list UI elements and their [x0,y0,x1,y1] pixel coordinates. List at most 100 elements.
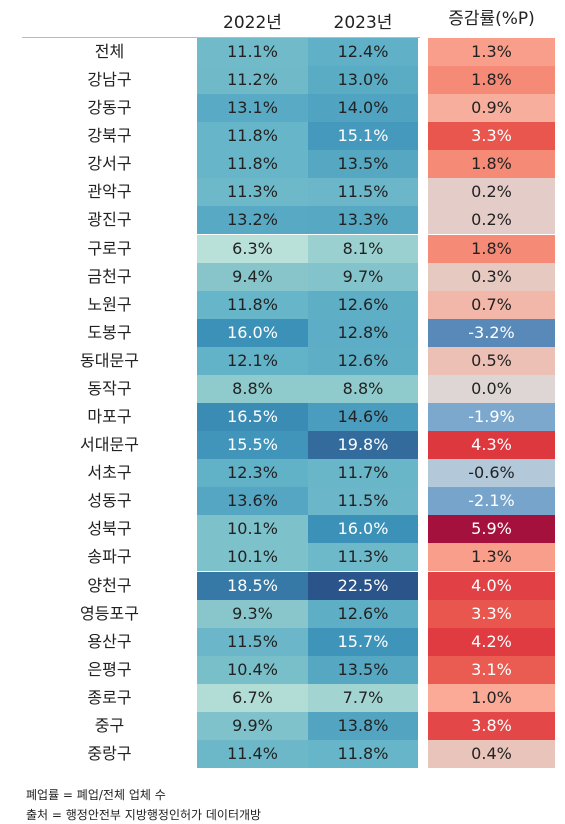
district: 강서구 [87,154,132,174]
rate-cell: 6.7% [197,683,308,712]
change-cell: 3.3% [428,122,555,151]
rate-cell: 13.5% [308,150,418,179]
rate-cell: 6.3% [197,234,308,263]
rate-cell: 22.5% [308,571,418,600]
district: 양천구 [87,575,132,595]
change-cell: 5.9% [428,515,555,544]
rate-cell: 11.5% [308,487,418,516]
rate-cell: 10.4% [197,655,308,684]
district: 중랑구 [87,744,132,763]
rate-cell: 13.6% [197,487,308,516]
rate-cell: 9.4% [197,262,308,291]
district: 광진구 [87,210,132,230]
change-cell: 3.8% [428,711,555,740]
change-cell: -3.2% [428,318,555,347]
rate-cell: 14.6% [308,403,418,432]
district: 서초구 [87,463,132,483]
change-cell: 1.8% [428,66,555,95]
change-cell: 0.2% [428,206,555,235]
change-cell: -0.6% [428,459,555,488]
change-cell: 0.9% [428,94,555,123]
rate-cell: 16.0% [308,515,418,544]
rate-cell: 15.1% [308,122,418,151]
district: 도봉구 [87,322,132,342]
change-cell: 4.3% [428,431,555,460]
change-cell: 0.4% [428,740,555,768]
district: 중구 [94,715,125,735]
rate-cell: 18.5% [197,571,308,600]
rate-cell: 11.8% [197,122,308,151]
district: 영등포구 [80,603,139,623]
rate-cell: 15.7% [308,627,418,656]
district: 전체 [94,42,125,61]
rate-cell: 11.3% [308,543,418,572]
change-cell: -2.1% [428,487,555,516]
rate-cell: 11.8% [197,150,308,179]
change-cell: 3.3% [428,599,555,628]
change-cell: 1.0% [428,683,555,712]
rate-cell: 11.8% [308,740,418,768]
rate-cell: 12.1% [197,346,308,375]
rate-cell: 12.6% [308,599,418,628]
district: 용산구 [87,631,132,651]
rate-cell: 10.1% [197,543,308,572]
rate-cell: 8.8% [308,374,418,403]
rate-cell: 12.4% [308,38,418,66]
rate-cell: 13.5% [308,655,418,684]
rate-cell: 13.8% [308,711,418,740]
change-cell: 4.2% [428,627,555,656]
rate-cell: 14.0% [308,94,418,123]
change-cell: 0.0% [428,374,555,403]
rate-cell: 12.8% [308,318,418,347]
district: 성북구 [87,519,132,539]
change-cell: 0.3% [428,262,555,291]
change-cell: 3.1% [428,655,555,684]
change-cell: 1.3% [428,38,555,66]
rate-cell: 15.5% [197,431,308,460]
district: 마포구 [87,407,132,427]
rate-cell: 11.3% [197,178,308,207]
rate-cell: 7.7% [308,683,418,712]
district: 강북구 [87,126,132,146]
change-cell: 1.8% [428,234,555,263]
change-cell: -1.9% [428,403,555,432]
district: 구로구 [87,238,132,258]
rate-cell: 12.3% [197,459,308,488]
rate-cell: 8.8% [197,374,308,403]
rate-cell: 12.6% [308,290,418,319]
rate-cell: 11.7% [308,459,418,488]
district: 종로구 [87,687,132,707]
header: 2022년 [223,13,282,33]
district: 강동구 [87,98,132,118]
rate-cell: 11.5% [308,178,418,207]
rate-cell: 9.9% [197,711,308,740]
district: 성동구 [87,491,132,511]
footnote: 폐업률 = 폐업/전체 업체 수 [26,788,166,802]
change-cell: 1.8% [428,150,555,179]
header: 2023년 [333,13,393,33]
rate-cell: 11.2% [197,66,308,95]
header-rule [22,37,420,38]
district: 동작구 [87,378,132,398]
rate-cell: 16.5% [197,403,308,432]
rate-cell: 11.4% [197,740,308,768]
district: 송파구 [87,547,132,567]
rate-cell: 13.3% [308,206,418,235]
district: 강남구 [87,70,132,90]
change-cell: 1.3% [428,543,555,572]
rate-cell: 13.2% [197,206,308,235]
header: 증감률(%P) [448,9,535,29]
change-cell: 4.0% [428,571,555,600]
district: 관악구 [87,182,132,202]
rate-cell: 19.8% [308,431,418,460]
rate-cell: 8.1% [308,234,418,263]
change-cell: 0.5% [428,346,555,375]
district: 금천구 [87,266,132,286]
rate-cell: 13.1% [197,94,308,123]
district: 동대문구 [80,350,139,370]
rate-cell: 9.3% [197,599,308,628]
rate-cell: 9.7% [308,262,418,291]
footnote: 출처 = 행정안전부 지방행정인허가 데이터개방 [26,808,262,822]
district: 서대문구 [80,435,139,455]
